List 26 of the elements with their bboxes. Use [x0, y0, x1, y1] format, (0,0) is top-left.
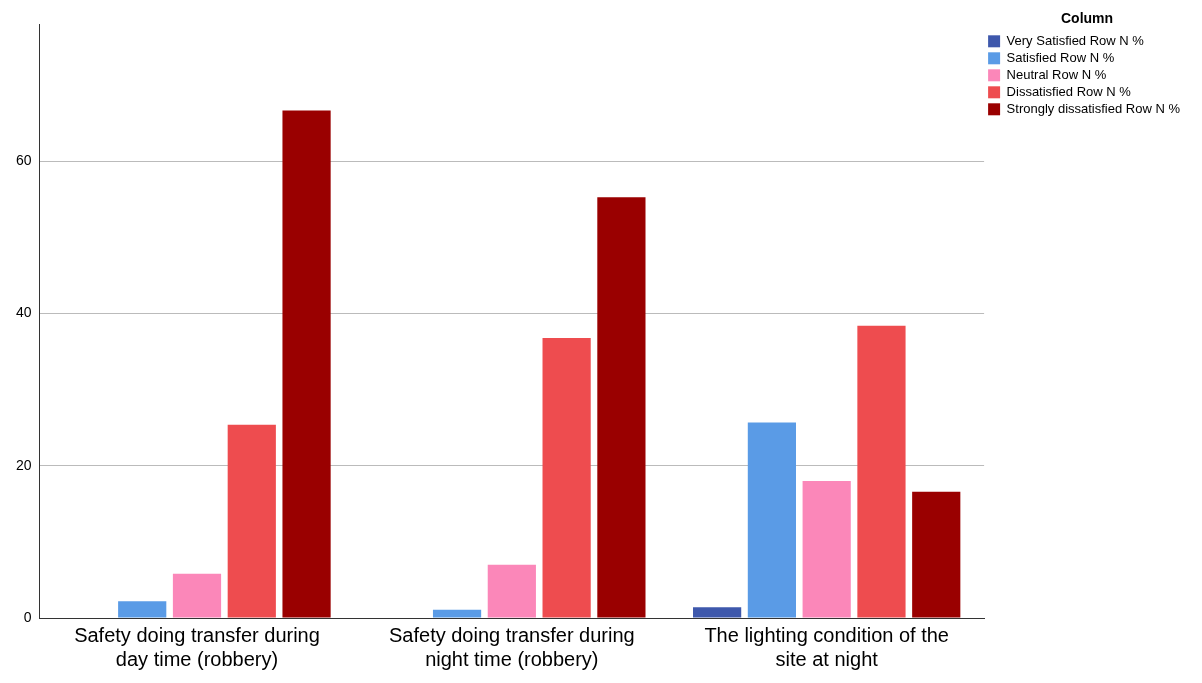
legend-title: Column	[1061, 9, 1114, 26]
bar	[227, 424, 276, 618]
bar	[747, 422, 796, 618]
x-tick-label: Safety doing transfer during day time (robbery)	[74, 623, 320, 670]
bar	[912, 491, 961, 618]
x-tick-label: Safety doing transfer during night time (robbery)	[388, 623, 635, 670]
bar	[118, 601, 167, 618]
legend-label: Strongly dissatisfied Row N %	[1006, 100, 1181, 116]
bar	[172, 573, 222, 618]
bar	[857, 325, 906, 618]
bar	[693, 607, 742, 618]
y-tick-label: 60	[15, 152, 32, 169]
legend-label: Dissatisfied Row N %	[1006, 83, 1132, 99]
bar	[802, 481, 851, 618]
bar	[487, 564, 536, 618]
bar	[432, 609, 482, 618]
legend-label: Very Satisfied Row N %	[1006, 32, 1145, 48]
bar	[282, 110, 331, 618]
y-tick-label: 0	[23, 608, 32, 625]
y-tick-label: 40	[15, 304, 32, 321]
x-tick-label: The lighting condition of the site at night	[704, 623, 949, 670]
legend-label: Neutral Row N %	[1006, 66, 1107, 82]
bar	[542, 337, 591, 618]
y-tick-label: 20	[15, 456, 32, 473]
legend-label: Satisfied Row N %	[1006, 49, 1115, 65]
bar	[597, 197, 646, 618]
